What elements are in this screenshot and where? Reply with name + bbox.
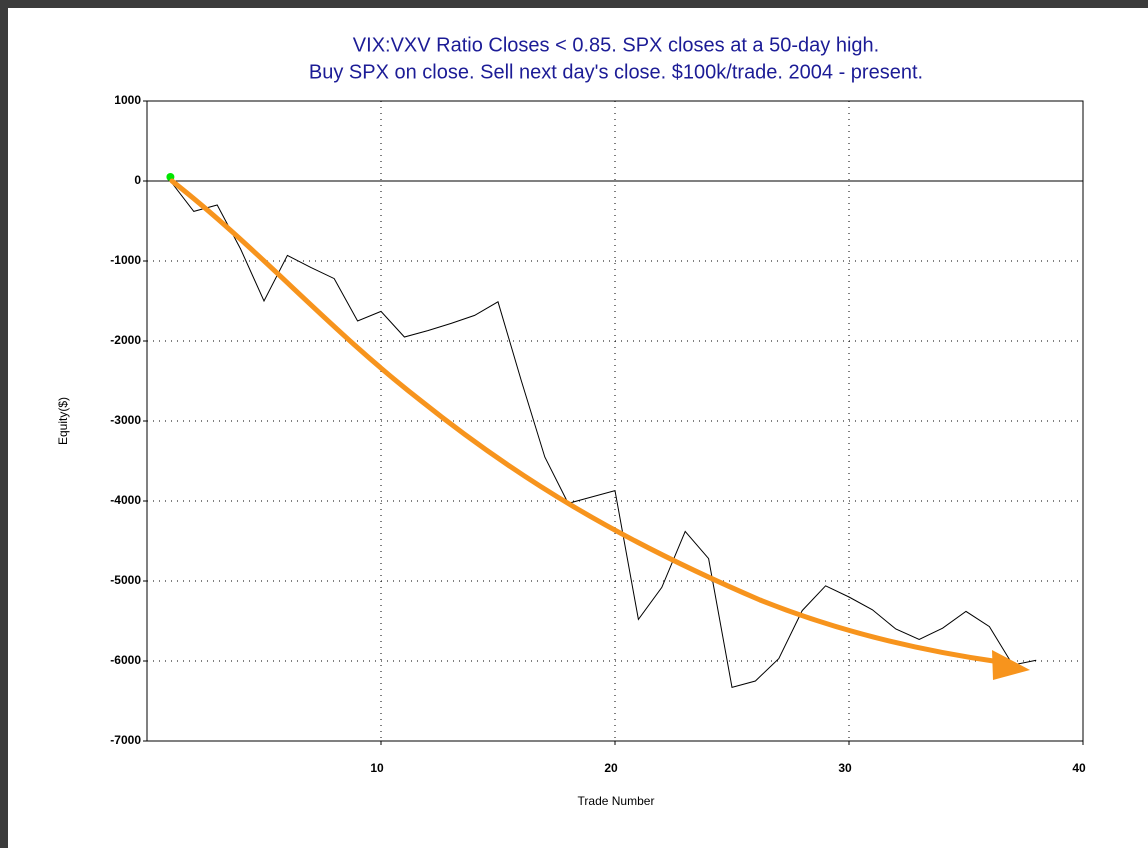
trend-arrow [169, 178, 1030, 680]
y-tick-label: -2000 [110, 333, 141, 347]
y-tick-label: -5000 [110, 573, 141, 587]
y-tick-label: -7000 [110, 733, 141, 747]
panel [8, 8, 1148, 848]
x-tick-label: 40 [1072, 761, 1086, 775]
plot-frame [146, 100, 1084, 742]
y-tick-label: -3000 [110, 413, 141, 427]
x-axis-label: Trade Number [578, 794, 655, 808]
trend-arrow-line [169, 178, 1003, 665]
y-tick-label: 1000 [114, 93, 141, 107]
y-tick-label: -1000 [110, 253, 141, 267]
equity-line [170, 180, 1037, 689]
y-tick-label: 0 [134, 173, 141, 187]
trend-arrow-head [992, 650, 1030, 680]
y-tick-label: -4000 [110, 493, 141, 507]
y-tick-label: -6000 [110, 653, 141, 667]
x-tick-label: 30 [838, 761, 852, 775]
y-axis-label: Equity($) [56, 397, 70, 445]
chart-title: VIX:VXV Ratio Closes < 0.85. SPX closes … [353, 34, 879, 56]
x-tick-label: 10 [370, 761, 384, 775]
chart-subtitle: Buy SPX on close. Sell next day's close.… [309, 61, 923, 83]
plot-area: -7000 -6000 -5000 -4000 -3000 -2000 -1000 0 1000… [110, 93, 1086, 775]
x-tick-label: 20 [604, 761, 618, 775]
